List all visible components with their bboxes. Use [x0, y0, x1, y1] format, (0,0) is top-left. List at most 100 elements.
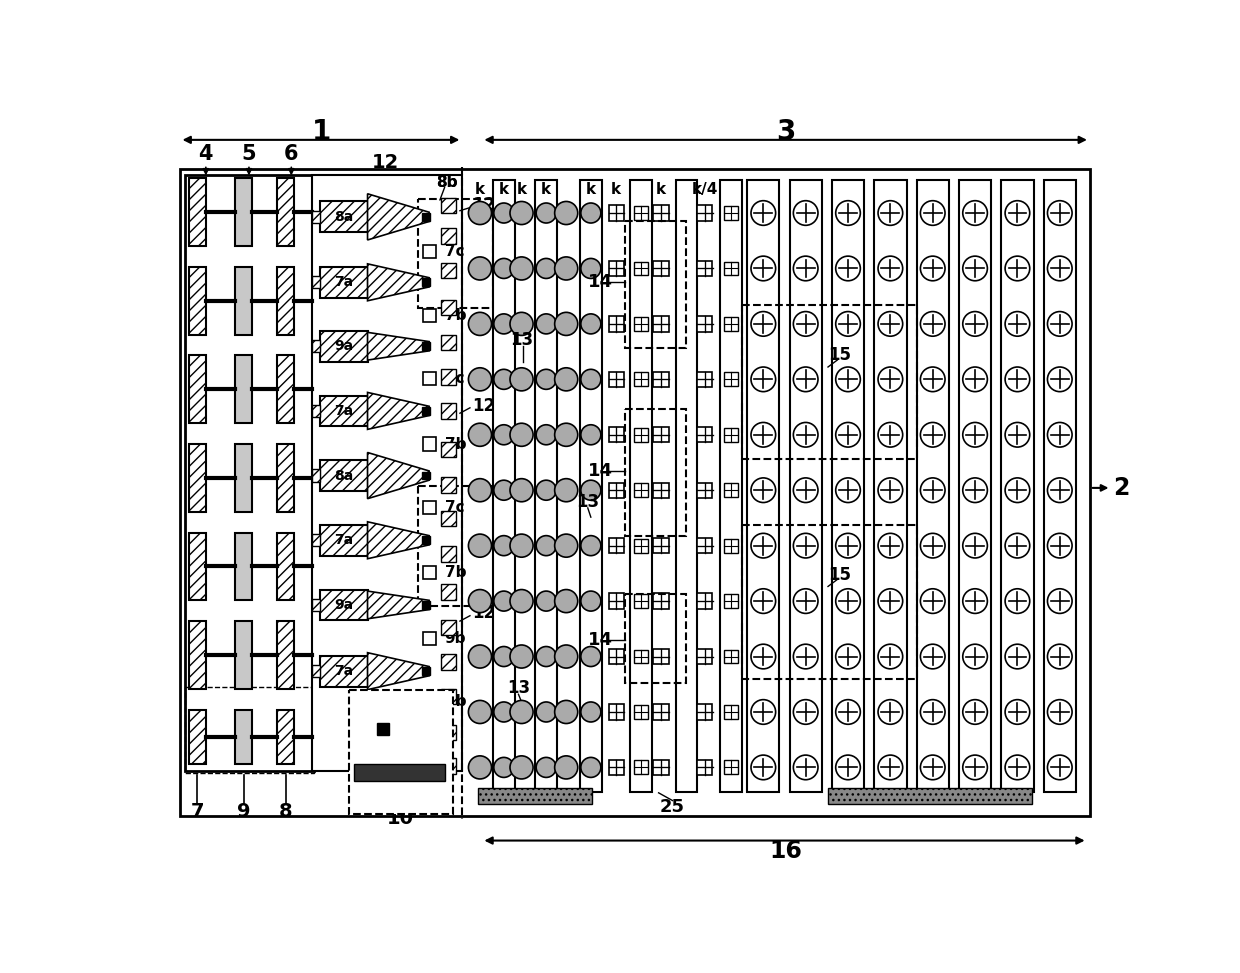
- Bar: [278, 621, 294, 689]
- Circle shape: [536, 425, 557, 445]
- Bar: [312, 276, 320, 288]
- Bar: [440, 198, 456, 213]
- Bar: [312, 340, 320, 352]
- Bar: [320, 267, 367, 298]
- Bar: [634, 373, 647, 386]
- Circle shape: [962, 644, 987, 668]
- Bar: [440, 725, 456, 740]
- Text: 8b: 8b: [436, 175, 458, 190]
- Bar: [634, 705, 647, 719]
- Circle shape: [836, 700, 861, 724]
- Circle shape: [510, 368, 533, 391]
- Bar: [609, 538, 624, 554]
- Circle shape: [962, 256, 987, 281]
- Circle shape: [920, 200, 945, 226]
- Text: 14: 14: [588, 462, 614, 480]
- Circle shape: [469, 645, 491, 668]
- Circle shape: [536, 757, 557, 777]
- Circle shape: [469, 368, 491, 391]
- Bar: [423, 566, 435, 579]
- Text: 4: 4: [198, 144, 213, 163]
- Bar: [418, 199, 494, 308]
- Text: 3: 3: [776, 118, 795, 146]
- Circle shape: [510, 645, 533, 668]
- Text: k: k: [541, 182, 552, 198]
- Circle shape: [580, 591, 601, 611]
- Circle shape: [469, 312, 491, 336]
- Circle shape: [536, 203, 557, 223]
- Bar: [676, 180, 697, 792]
- Bar: [1044, 180, 1076, 792]
- Circle shape: [1006, 533, 1029, 558]
- Bar: [634, 206, 647, 220]
- Circle shape: [794, 589, 818, 613]
- Circle shape: [1006, 589, 1029, 613]
- Text: 7b: 7b: [444, 437, 466, 451]
- Bar: [278, 532, 294, 600]
- Text: 15: 15: [828, 346, 851, 365]
- Bar: [609, 760, 624, 775]
- Bar: [724, 428, 738, 442]
- Text: 12: 12: [472, 197, 496, 214]
- Text: 7a: 7a: [334, 275, 353, 289]
- Text: 12: 12: [372, 154, 399, 172]
- Text: 5: 5: [242, 144, 257, 163]
- Circle shape: [1048, 589, 1073, 613]
- Circle shape: [794, 700, 818, 724]
- Circle shape: [494, 370, 513, 389]
- Bar: [653, 594, 668, 609]
- Circle shape: [878, 700, 903, 724]
- Bar: [724, 650, 738, 664]
- Circle shape: [1006, 478, 1029, 502]
- Bar: [188, 355, 206, 423]
- Circle shape: [751, 256, 776, 281]
- Text: k: k: [475, 182, 485, 198]
- Circle shape: [794, 533, 818, 558]
- Bar: [724, 539, 738, 553]
- Circle shape: [751, 367, 776, 392]
- Text: k: k: [585, 182, 596, 198]
- Circle shape: [580, 702, 601, 722]
- Text: 8: 8: [279, 802, 293, 821]
- Circle shape: [836, 478, 861, 502]
- Text: 7a: 7a: [334, 533, 353, 547]
- Polygon shape: [367, 452, 429, 499]
- Circle shape: [469, 423, 491, 447]
- Polygon shape: [367, 522, 429, 559]
- Bar: [423, 438, 435, 450]
- Bar: [790, 180, 822, 792]
- Circle shape: [836, 533, 861, 558]
- Bar: [959, 180, 991, 792]
- Circle shape: [794, 311, 818, 337]
- Circle shape: [510, 257, 533, 280]
- Bar: [653, 205, 668, 221]
- Text: 6: 6: [284, 144, 299, 163]
- Text: 11: 11: [361, 739, 383, 757]
- Circle shape: [794, 422, 818, 447]
- Bar: [320, 460, 367, 491]
- Bar: [634, 317, 647, 331]
- Bar: [236, 355, 252, 423]
- Bar: [377, 723, 388, 735]
- Circle shape: [920, 755, 945, 779]
- Polygon shape: [367, 591, 429, 619]
- Circle shape: [836, 422, 861, 447]
- Bar: [423, 632, 435, 645]
- Bar: [724, 317, 738, 331]
- Bar: [724, 484, 738, 497]
- Text: 15: 15: [828, 566, 851, 584]
- Bar: [832, 180, 864, 792]
- Circle shape: [878, 367, 903, 392]
- Circle shape: [920, 478, 945, 502]
- Circle shape: [494, 591, 513, 611]
- Bar: [440, 403, 456, 418]
- Circle shape: [580, 757, 601, 777]
- Circle shape: [1048, 533, 1073, 558]
- Bar: [916, 180, 949, 792]
- Circle shape: [878, 422, 903, 447]
- Circle shape: [580, 259, 601, 278]
- Circle shape: [962, 422, 987, 447]
- Bar: [609, 704, 624, 720]
- Circle shape: [580, 536, 601, 556]
- Bar: [423, 696, 435, 708]
